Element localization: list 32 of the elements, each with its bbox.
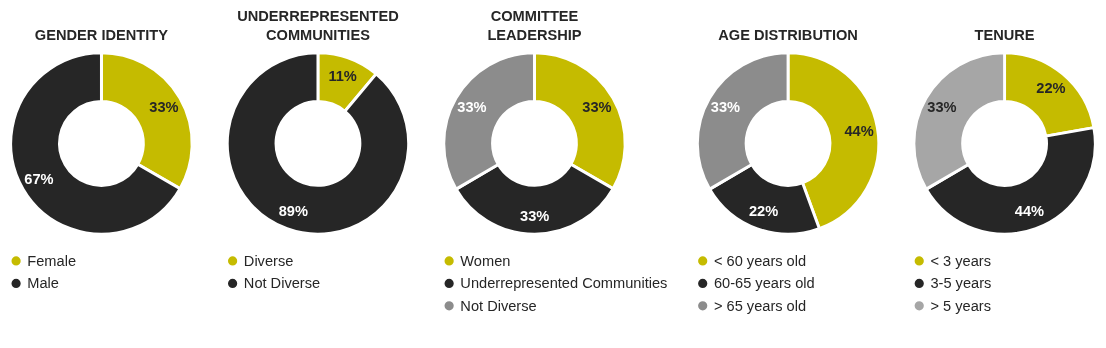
legend-label: Not Diverse [243, 275, 321, 292]
legend-label: > 65 years old [713, 297, 807, 314]
legend-label: Underrepresented Communities [460, 275, 668, 292]
legend-label: Not Diverse [460, 297, 537, 314]
data-label: 89% [278, 203, 308, 220]
chart-title: GENDER IDENTITY [34, 27, 169, 44]
legend-label: Male [27, 275, 59, 292]
data-label: 44% [844, 122, 874, 139]
legend-label: Women [460, 252, 511, 269]
donut-slice [225, 51, 411, 236]
chart-title: AGE DISTRIBUTION [718, 27, 858, 44]
chart-title: UNDERREPRESENTED COMMUNITIES [237, 7, 399, 44]
data-label: 33% [520, 207, 550, 224]
chart-title: COMMITTEE LEADERSHIP [487, 7, 582, 44]
data-label: 22% [1036, 80, 1066, 97]
data-label: 11% [328, 67, 357, 84]
legend-label: > 5 years [930, 297, 991, 314]
legend-label: 3-5 years [930, 275, 992, 292]
data-label: 33% [457, 99, 487, 116]
legend-label: Female [27, 252, 77, 269]
data-label: 33% [582, 99, 612, 116]
data-label: 33% [149, 99, 179, 116]
data-label: 44% [1014, 203, 1045, 220]
chart-title: TENURE [974, 27, 1035, 44]
legend-label: < 60 years old [713, 252, 807, 269]
legend-label: Diverse [243, 252, 294, 269]
legend-label: < 3 years [930, 252, 991, 269]
data-label: 33% [927, 99, 957, 116]
data-label: 22% [748, 203, 779, 220]
legend-label: 60-65 years old [713, 275, 815, 292]
data-label: 33% [710, 99, 741, 116]
data-label: 67% [24, 171, 54, 188]
